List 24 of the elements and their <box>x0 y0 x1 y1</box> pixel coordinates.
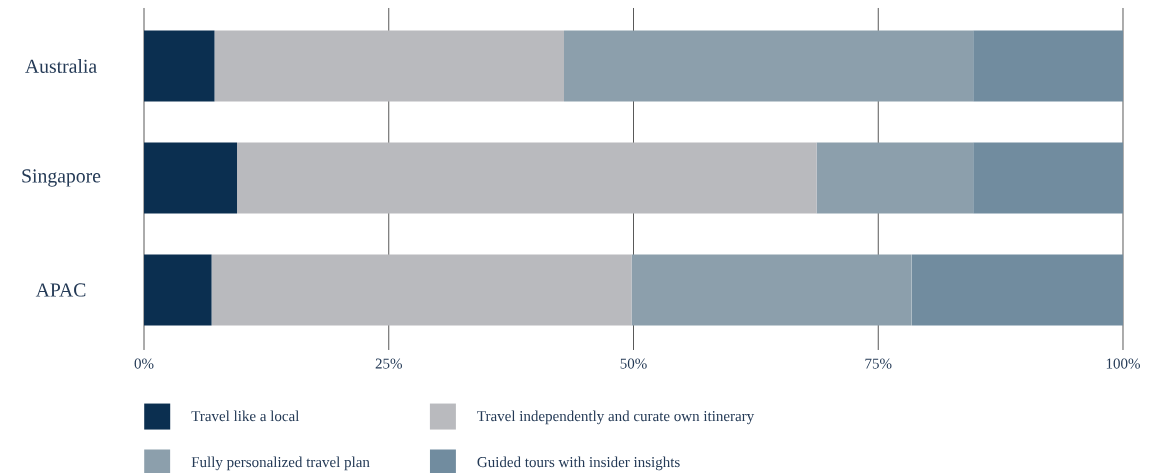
bar <box>564 30 974 102</box>
x-tick-label: 100% <box>1106 358 1140 369</box>
bar <box>237 142 817 214</box>
bar <box>144 142 238 214</box>
x-tick-label: 25% <box>375 358 402 369</box>
legend-label: Fully personalized travel plan <box>191 456 370 471</box>
bar <box>144 30 215 102</box>
bar <box>144 254 212 326</box>
bar <box>911 254 1123 326</box>
legend-label: Guided tours with insider insights <box>477 456 680 471</box>
bar <box>214 30 564 102</box>
legend-label: Travel independently and curate own itinerary <box>477 410 755 425</box>
bar <box>816 142 974 214</box>
bar <box>211 254 632 326</box>
bar <box>973 30 1123 102</box>
bar <box>631 254 912 326</box>
x-tick-label: 0% <box>134 358 154 369</box>
y-tick-label: Singapore <box>22 169 101 187</box>
y-tick-label: APAC <box>35 283 86 297</box>
x-tick-label: 75% <box>865 358 892 369</box>
x-tick-label: 50% <box>620 358 647 369</box>
legend-label: Travel like a local <box>191 410 300 422</box>
y-tick-label: Australia <box>25 59 97 73</box>
bar <box>973 142 1123 214</box>
